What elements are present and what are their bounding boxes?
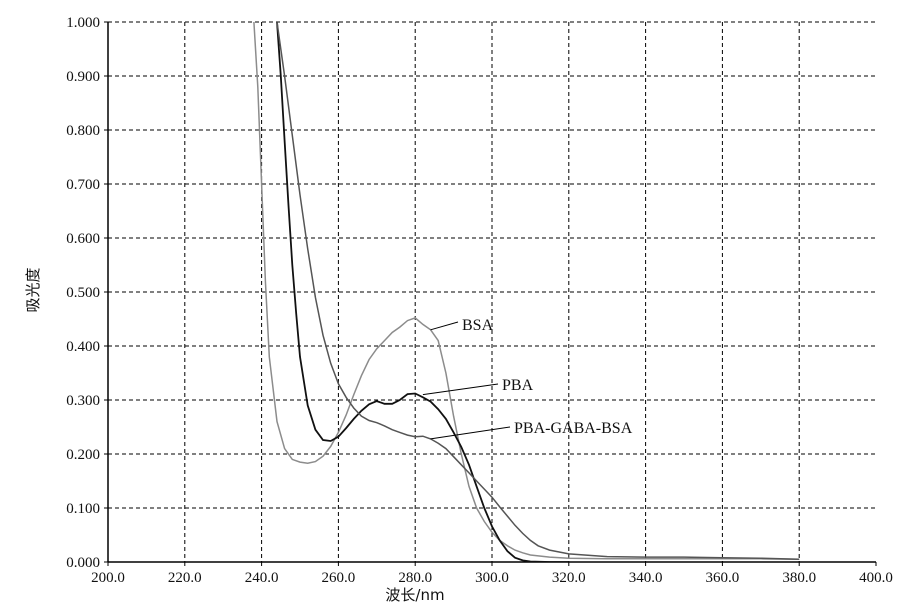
y-tick-labels: 0.000 0.100 0.200 0.300 0.400 0.500 0.600 0.700… bbox=[66, 15, 100, 571]
y-tick-label: 0.200 bbox=[66, 447, 100, 463]
annotation-label-bsa: BSA bbox=[462, 317, 494, 334]
x-tick-label: 360.0 bbox=[706, 570, 740, 586]
y-tick-label: 0.600 bbox=[66, 231, 100, 247]
x-tick-label: 300.0 bbox=[475, 570, 509, 586]
series-line-bsa bbox=[253, 22, 800, 561]
series-line-pba bbox=[276, 22, 569, 562]
series-line-pba-gaba-bsa bbox=[276, 22, 800, 561]
x-tick-label: 200.0 bbox=[91, 570, 125, 586]
y-tick-label: 0.400 bbox=[66, 339, 100, 355]
series-lines bbox=[253, 22, 800, 562]
x-tick-label: 340.0 bbox=[629, 570, 663, 586]
annotations: BSA PBA PBA-GABA-BSA bbox=[422, 317, 633, 440]
y-tick-label: 1.000 bbox=[66, 15, 100, 31]
x-tick-label: 240.0 bbox=[245, 570, 279, 586]
y-tick-label: 0.800 bbox=[66, 123, 100, 139]
x-tick-label: 320.0 bbox=[552, 570, 586, 586]
x-tick-label: 400.0 bbox=[859, 570, 893, 586]
x-axis-label: 波长/nm bbox=[385, 586, 444, 604]
x-tick-labels: 200.0 220.0 240.0 260.0 280.0 300.0 320.0 340.0… bbox=[91, 570, 893, 586]
annotation-leader-pba-gaba-bsa bbox=[430, 426, 511, 440]
x-tick-label: 220.0 bbox=[168, 570, 202, 586]
x-tick-label: 260.0 bbox=[322, 570, 356, 586]
y-tick-label: 0.000 bbox=[66, 555, 100, 571]
y-tick-label: 0.900 bbox=[66, 69, 100, 85]
y-axis-label: 吸光度 bbox=[24, 267, 42, 312]
x-tick-label: 380.0 bbox=[782, 570, 816, 586]
annotation-leader-pba bbox=[422, 383, 499, 396]
annotation-leader-bsa bbox=[430, 321, 459, 331]
x-tick-label: 280.0 bbox=[398, 570, 432, 586]
y-tick-label: 0.700 bbox=[66, 177, 100, 193]
grid-lines bbox=[108, 21, 876, 562]
axes bbox=[104, 21, 877, 566]
y-tick-label: 0.500 bbox=[66, 285, 100, 301]
annotation-label-pba: PBA bbox=[502, 377, 534, 394]
y-tick-label: 0.100 bbox=[66, 501, 100, 517]
y-tick-label: 0.300 bbox=[66, 393, 100, 409]
annotation-label-pba-gaba-bsa: PBA-GABA-BSA bbox=[514, 420, 633, 437]
